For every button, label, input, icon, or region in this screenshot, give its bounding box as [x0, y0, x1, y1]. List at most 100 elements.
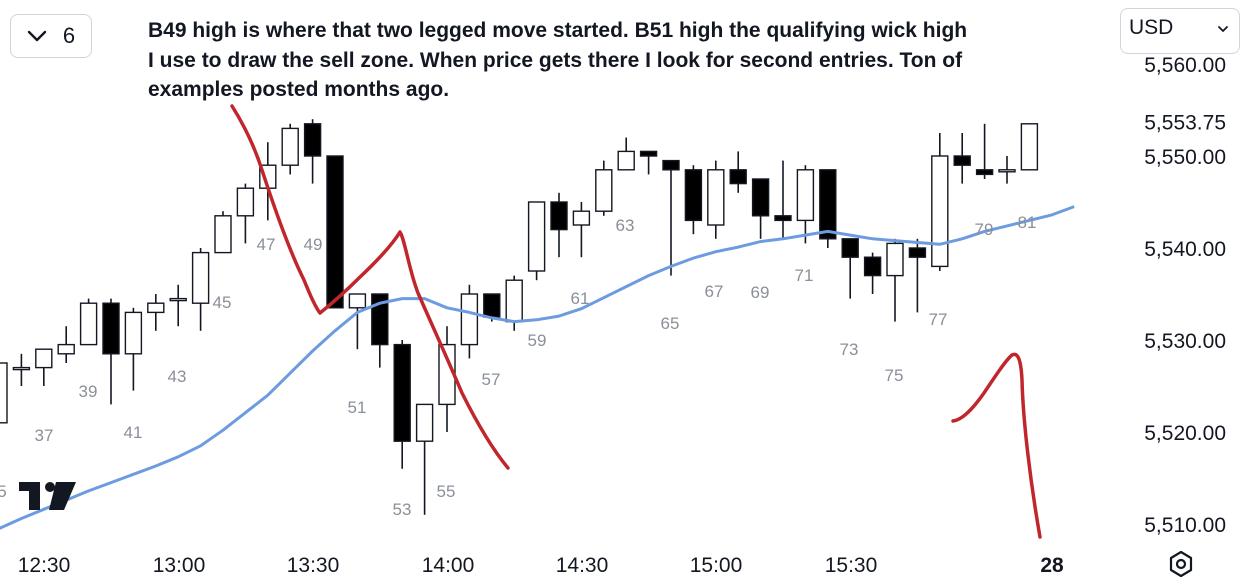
candle	[191, 248, 210, 331]
candle	[841, 238, 859, 299]
bar-number-label: 69	[751, 283, 770, 302]
candle-body	[684, 169, 703, 222]
candle-body	[371, 293, 389, 346]
candle-body	[1020, 123, 1039, 171]
chevron-down-icon	[1217, 16, 1229, 40]
candle	[729, 151, 747, 193]
candle	[35, 348, 53, 386]
candle-body	[953, 155, 971, 166]
candle-body	[595, 169, 613, 212]
bar-number-label: 61	[571, 289, 590, 308]
chevron-down-icon	[27, 23, 47, 49]
candle	[639, 150, 658, 175]
candle-body	[12, 366, 31, 371]
bar-number-label: 75	[885, 366, 904, 385]
bar-number-label: 37	[35, 426, 54, 445]
candle-body	[169, 297, 187, 302]
candle-body	[393, 343, 411, 442]
y-tick-label: 5,520.00	[1144, 422, 1226, 445]
candle	[371, 293, 389, 368]
x-tick-label: 15:30	[825, 554, 878, 577]
candle	[863, 252, 882, 294]
annotation-text: B49 high is where that two legged move s…	[148, 19, 968, 101]
candle-body	[147, 302, 165, 314]
candle-body	[617, 150, 635, 171]
candle	[0, 362, 8, 424]
x-tick-label: 13:00	[153, 554, 206, 577]
candle-body	[483, 293, 501, 318]
candle	[819, 169, 837, 248]
x-tick-label: 15:00	[690, 554, 743, 577]
candle	[415, 403, 434, 515]
currency-selector-button[interactable]: USD	[1120, 8, 1240, 54]
candle	[751, 178, 770, 239]
bar-number-label: 67	[705, 282, 724, 301]
candle	[975, 123, 994, 179]
candle-body	[931, 155, 949, 268]
x-tick-label: 14:30	[556, 554, 609, 577]
candle	[908, 238, 927, 313]
x-tick-label: 28	[1040, 554, 1064, 577]
candle	[303, 119, 322, 184]
candle-body	[348, 293, 367, 309]
candle	[595, 160, 613, 216]
bar-labels-layer: 5 37 39 41 43 45 47 49 51 53 55 57 59 61 63 65 67 69 71 73 7…	[0, 213, 1036, 519]
bar-number-label: 73	[840, 340, 859, 359]
candle	[527, 201, 546, 281]
candle-body	[102, 302, 120, 355]
candle	[124, 307, 143, 391]
bar-number-label: 57	[482, 370, 501, 389]
candle	[147, 294, 165, 331]
candle-body	[527, 201, 546, 272]
bar-number-label: 77	[929, 310, 948, 329]
bar-number-label: 59	[528, 331, 547, 350]
candle	[662, 159, 680, 276]
x-tick-label: 13:30	[287, 554, 340, 577]
candle-body	[460, 293, 479, 346]
bar-number-label: 79	[975, 220, 994, 239]
y-tick-label: 5,510.00	[1144, 514, 1226, 537]
candle-body	[863, 256, 882, 277]
candle	[1020, 123, 1039, 171]
candle	[79, 298, 98, 346]
tradingview-logo-icon	[19, 482, 76, 510]
candle-body	[236, 187, 255, 217]
candle-body	[326, 155, 344, 309]
candle	[774, 160, 792, 239]
candle-body	[841, 238, 859, 258]
x-tick-label: 14:00	[422, 554, 475, 577]
candle-body	[886, 242, 904, 277]
candle-body	[79, 302, 98, 346]
bar-number-label: 43	[168, 367, 187, 386]
candle-body	[214, 215, 232, 254]
bar-number-label: 45	[213, 293, 232, 312]
annotation-stroke-down-1	[230, 104, 510, 470]
bar-number-label: 39	[79, 382, 98, 401]
interval-selector-button[interactable]: 6	[10, 14, 92, 58]
candle-body	[662, 159, 680, 171]
candle	[12, 353, 31, 386]
candle	[169, 284, 187, 327]
settings-button[interactable]	[1166, 549, 1196, 579]
bar-number-label: 81	[1018, 213, 1037, 232]
axes-layer: 5,510.00 5,520.00 5,530.00 5,540.00 5,550.00…	[18, 54, 1226, 577]
interval-value: 6	[62, 23, 76, 48]
candle-body	[707, 169, 725, 226]
candle	[707, 160, 725, 239]
candle-body	[796, 169, 815, 222]
candle	[102, 298, 120, 405]
candles-layer	[0, 119, 1039, 515]
candle	[796, 165, 815, 244]
candle-body	[975, 169, 994, 176]
bar-number-label: 65	[661, 314, 680, 333]
current-price-label: 5,553.75	[1144, 112, 1226, 135]
candle-body	[303, 123, 322, 157]
candle	[281, 123, 299, 175]
candle-body	[572, 210, 591, 226]
candle	[348, 293, 367, 350]
candle-body	[729, 169, 747, 185]
bar-number-label: 53	[393, 500, 412, 519]
bar-number-label: 63	[616, 216, 635, 235]
annotation-stroke-hook	[951, 352, 1042, 539]
